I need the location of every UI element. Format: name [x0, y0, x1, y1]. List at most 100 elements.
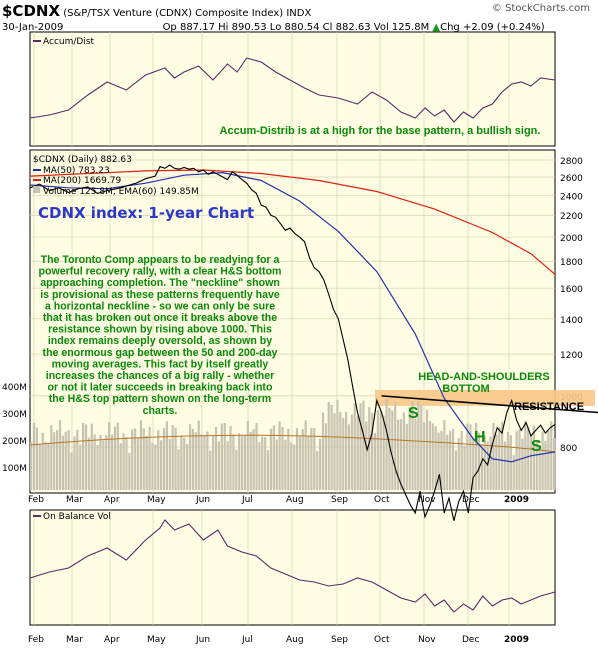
- volume-bar: [275, 439, 278, 490]
- volume-bar: [151, 442, 154, 490]
- stockcharts-logo: © StockCharts.com: [491, 3, 590, 14]
- month-label-1-7: Sep: [331, 635, 348, 645]
- accum-annotation: Accum-Distrib is at a high for the base …: [220, 125, 541, 137]
- volume-bar: [446, 434, 449, 490]
- volume-bar: [385, 398, 388, 490]
- volume-bar: [154, 444, 157, 490]
- volume-bar: [376, 410, 379, 490]
- volume-bar: [512, 455, 515, 490]
- volume-bar: [93, 434, 96, 490]
- volume-bar: [142, 428, 145, 490]
- quote-close: Cl 882.63: [322, 22, 371, 33]
- month-label-0-8: Oct: [374, 495, 390, 505]
- volume-bar: [30, 441, 33, 490]
- right-shoulder-label: S: [531, 438, 542, 455]
- month-label-1-0: Feb: [28, 635, 44, 645]
- month-label-0-9: Nov: [418, 495, 436, 505]
- legend-ma200: MA(200) 1669.79: [43, 176, 121, 186]
- volume-bar: [35, 427, 38, 490]
- volume-bar: [249, 431, 252, 490]
- volume-bar: [318, 438, 322, 490]
- month-label-1-10: Dec: [462, 635, 479, 645]
- quote-high: Hi 890.53: [218, 22, 267, 33]
- volume-bar: [287, 428, 290, 490]
- volume-bar: [200, 434, 203, 490]
- volume-bar: [394, 402, 397, 490]
- volume-bar: [379, 410, 382, 490]
- volume-bar: [113, 426, 117, 490]
- volume-bar: [119, 443, 122, 490]
- ticker-symbol: $CDNX: [2, 2, 61, 20]
- volume-bar: [345, 411, 348, 490]
- month-label-1-9: Nov: [418, 635, 436, 645]
- volume-bar: [258, 442, 261, 490]
- commentary-line: the enormous gap between the 50 and 200-…: [43, 347, 278, 359]
- price-tick-label: 1800: [560, 258, 583, 268]
- volume-bar: [529, 435, 533, 490]
- volume-bar: [469, 424, 472, 490]
- volume-bar: [105, 434, 108, 490]
- volume-bar: [443, 419, 446, 490]
- volume-bar: [134, 428, 137, 490]
- volume-bar: [431, 423, 434, 490]
- volume-bar: [197, 420, 200, 490]
- volume-bar: [509, 435, 512, 490]
- volume-tick-label: 400M: [2, 383, 27, 393]
- volume-bar: [284, 439, 287, 490]
- volume-bar: [466, 423, 469, 490]
- volume-bar: [41, 432, 44, 490]
- volume-bar: [313, 427, 316, 490]
- volume-bar: [440, 430, 443, 490]
- volume-bar: [131, 429, 134, 490]
- price-line: [29, 164, 556, 521]
- volume-bar: [342, 418, 345, 490]
- quote-low: Lo 880.54: [269, 22, 320, 33]
- volume-bar: [475, 423, 478, 490]
- volume-bar: [194, 432, 197, 490]
- volume-bar: [246, 420, 249, 490]
- commentary-line: charts.: [143, 405, 178, 417]
- volume-bar: [298, 436, 301, 490]
- volume-bar: [535, 440, 538, 490]
- volume-bar: [38, 444, 41, 490]
- month-label-1-2: Apr: [104, 635, 120, 645]
- month-label-1-1: Mar: [66, 635, 83, 645]
- price-tick-label: 2600: [560, 174, 583, 184]
- volume-ema-line: [29, 434, 556, 453]
- volume-tick-label: 200M: [2, 437, 27, 447]
- month-label-1-11: 2009: [504, 635, 529, 645]
- commentary-line: that it has broken out once it breaks ab…: [43, 312, 277, 324]
- quote-volume: Vol 125.8M: [373, 22, 430, 33]
- ma50-line: [29, 171, 556, 463]
- volume-bar: [122, 433, 125, 490]
- volume-bar: [84, 424, 88, 490]
- volume-bar: [136, 437, 140, 490]
- volume-bar: [272, 425, 275, 490]
- volume-bar: [550, 421, 553, 490]
- volume-bar: [50, 425, 53, 490]
- chart-header: $CDNX (S&P/TSX Venture (CDNX) Composite …: [2, 2, 311, 20]
- volume-bar: [463, 445, 466, 490]
- commentary-line: increases the chances of a big rally - w…: [46, 370, 274, 382]
- volume-bar: [460, 430, 463, 490]
- volume-bar: [420, 404, 423, 490]
- commentary-line: or not it later succeeds in breaking bac…: [48, 382, 273, 394]
- volume-bar: [547, 429, 550, 490]
- volume-bar: [336, 399, 339, 490]
- volume-bar: [365, 421, 368, 490]
- volume-bar: [428, 420, 432, 490]
- month-label-0-5: Jul: [241, 495, 253, 505]
- price-tick-label: 2200: [560, 212, 583, 222]
- month-label-0-6: Aug: [286, 495, 304, 505]
- volume-bar: [301, 429, 304, 490]
- volume-bar: [266, 450, 270, 490]
- volume-bar: [165, 421, 169, 490]
- volume-bar: [454, 450, 458, 490]
- legend-price: $CDNX (Daily) 882.63: [33, 155, 132, 165]
- volume-bar: [414, 419, 417, 490]
- resistance-band: [375, 389, 595, 406]
- volume-bar: [532, 425, 536, 490]
- volume-bar: [157, 430, 160, 490]
- volume-bar: [160, 440, 163, 490]
